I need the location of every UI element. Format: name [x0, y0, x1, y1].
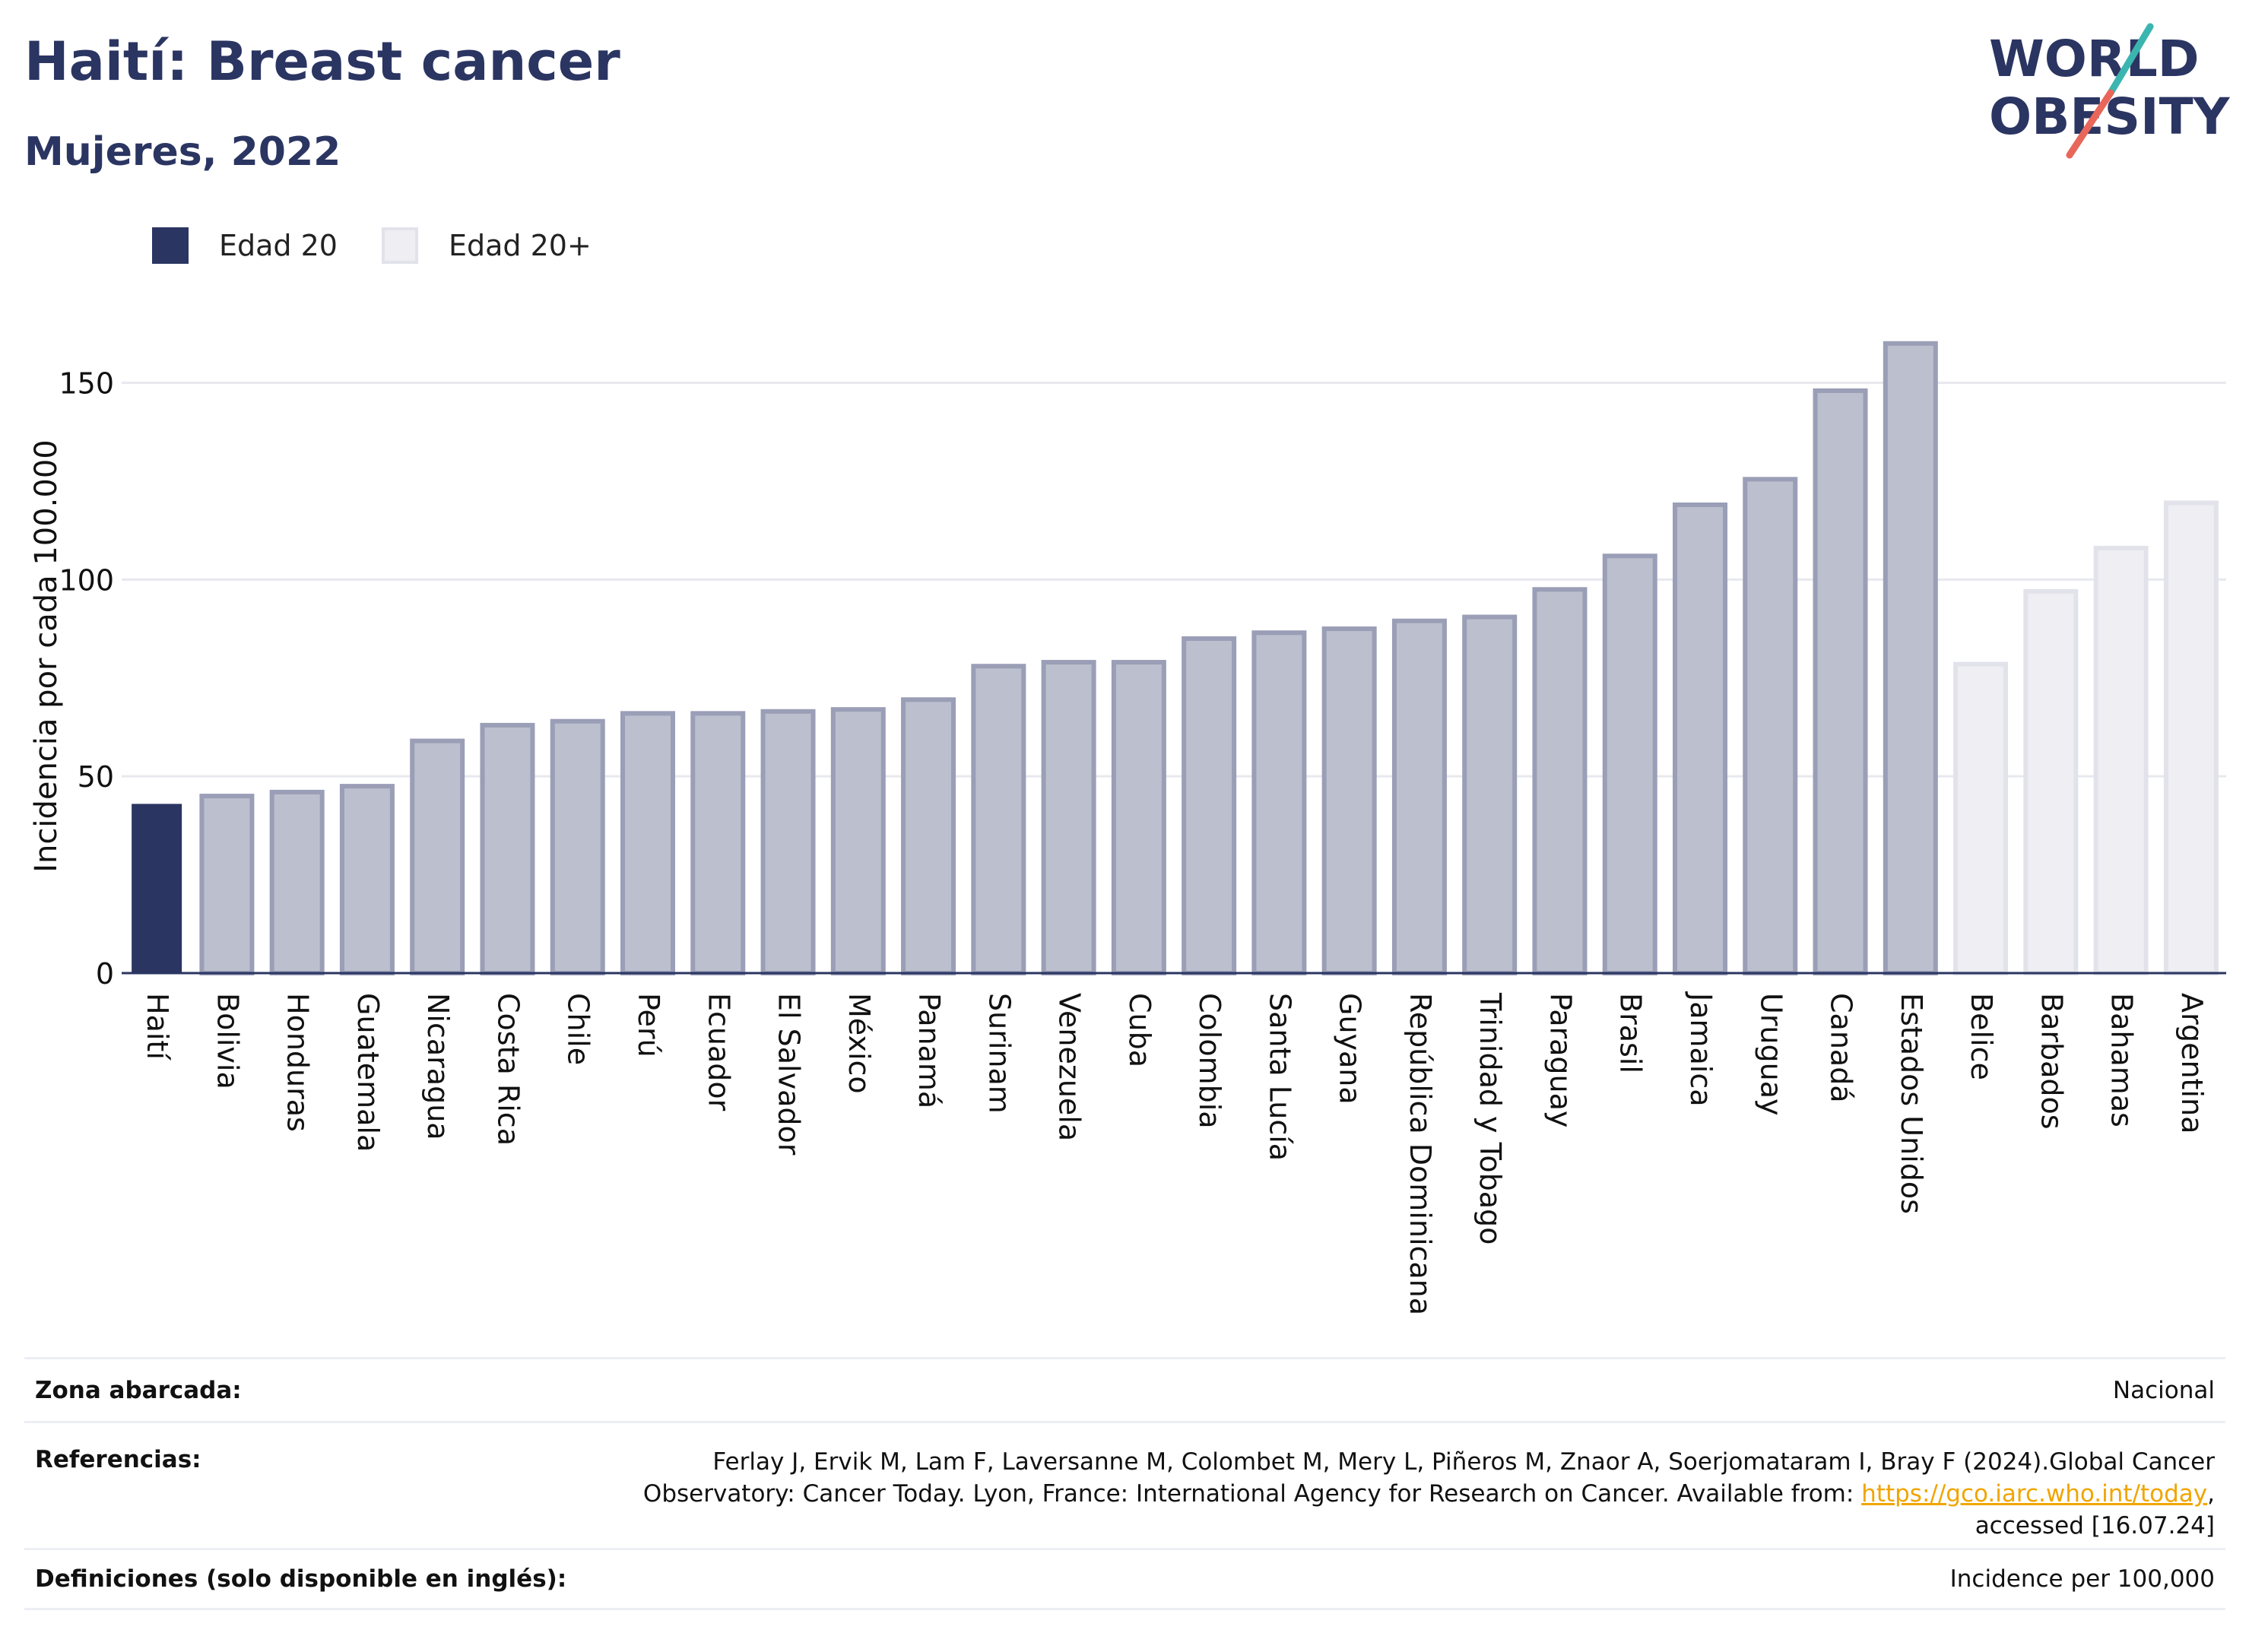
x-tick-label: Haití — [141, 993, 174, 1061]
info-value-definiciones: Incidence per 100,000 — [1949, 1565, 2215, 1593]
x-tick-label: Barbados — [2035, 993, 2068, 1130]
x-tick-label: Cuba — [1123, 993, 1156, 1067]
legend-swatch-edad20 — [152, 227, 189, 264]
gridlines — [122, 382, 2226, 778]
bar[interactable] — [1883, 341, 1938, 975]
y-tick-label: 50 — [78, 760, 114, 794]
bar[interactable] — [199, 794, 255, 976]
x-tick-label: Guyana — [1334, 993, 1367, 1105]
x-tick-label: Jamaica — [1684, 991, 1718, 1107]
bar[interactable] — [1182, 636, 1237, 975]
info-row-zona: Zona abarcada: Nacional — [24, 1357, 2225, 1421]
bar[interactable] — [1602, 553, 1657, 975]
info-label-zona: Zona abarcada: — [35, 1376, 242, 1404]
x-tick-label: El Salvador — [772, 993, 806, 1156]
legend: Edad 20 Edad 20+ — [152, 224, 636, 267]
bar-chart: 0 50 100 150 Haití Bolivia Honduras Guatemala Ni… — [29, 341, 2226, 1316]
bar[interactable] — [2023, 588, 2079, 975]
bar[interactable] — [1813, 388, 1868, 976]
x-tick-label: Uruguay — [1754, 993, 1787, 1116]
bar[interactable] — [1111, 660, 1166, 975]
bar[interactable] — [269, 789, 325, 975]
x-tick-label: Canadá — [1825, 993, 1858, 1103]
chart-title: Haití: Breast cancer — [24, 30, 620, 93]
bar[interactable] — [620, 711, 675, 976]
reference-text-4: accessed [16.07.24] — [1975, 1512, 2215, 1539]
y-tick-label: 0 — [96, 957, 114, 991]
bar[interactable] — [1041, 660, 1096, 975]
legend-label-edad20plus: Edad 20+ — [448, 229, 592, 262]
y-axis-label: Incidencia por cada 100.000 — [29, 439, 64, 873]
info-label-referencias: Referencias: — [35, 1446, 201, 1473]
y-tick-label: 150 — [59, 367, 114, 401]
bar[interactable] — [760, 709, 816, 975]
legend-item-edad20[interactable]: Edad 20 — [152, 227, 338, 264]
x-tick-label: Bolivia — [211, 993, 244, 1089]
bar[interactable] — [480, 722, 535, 975]
info-value-referencias: Ferlay J, Ervik M, Lam F, Laversanne M, … — [643, 1446, 2225, 1548]
x-tick-label: Guatemala — [351, 993, 385, 1152]
x-tick-label: Panamá — [912, 993, 946, 1108]
legend-item-edad20plus[interactable]: Edad 20+ — [381, 227, 592, 264]
bar[interactable] — [690, 711, 746, 976]
bar[interactable] — [1673, 503, 1727, 975]
x-tick-label: Chile — [562, 993, 595, 1065]
bar[interactable] — [1743, 477, 1798, 975]
bar[interactable] — [339, 784, 395, 976]
x-tick-label: Santa Lucía — [1263, 993, 1296, 1161]
bar[interactable] — [1391, 618, 1447, 975]
chart-subtitle: Mujeres, 2022 — [24, 129, 341, 175]
bar[interactable] — [1251, 630, 1307, 975]
bar[interactable] — [410, 738, 465, 976]
reference-text-3: , — [2207, 1480, 2215, 1508]
x-tick-label: Colombia — [1193, 993, 1226, 1129]
bar[interactable] — [1462, 614, 1518, 975]
info-value-zona: Nacional — [2112, 1376, 2215, 1404]
x-tick-label: Nicaragua — [421, 993, 455, 1140]
x-tick-label: Trinidad y Tobago — [1473, 992, 1507, 1245]
x-tick-label: Ecuador — [702, 993, 735, 1111]
x-tick-label: Surinam — [982, 993, 1016, 1114]
x-tick-label: Venezuela — [1053, 993, 1086, 1141]
reference-link[interactable]: https://gco.iarc.who.int/today — [1861, 1480, 2208, 1508]
x-tick-label: Estados Unidos — [1895, 993, 1928, 1214]
bar[interactable] — [1953, 661, 2009, 975]
x-tick-label: Perú — [632, 993, 665, 1057]
legend-label-edad20: Edad 20 — [219, 229, 338, 262]
info-label-definiciones: Definiciones (solo disponible en inglés)… — [35, 1565, 567, 1593]
world-obesity-logo: WORLD OBESITY — [1989, 23, 2231, 159]
bar[interactable] — [2163, 500, 2219, 976]
tick-labels: 0 50 100 150 Haití Bolivia Honduras Guatemala Ni… — [59, 367, 2208, 1316]
bar[interactable] — [550, 718, 605, 975]
logo-slash-teal — [2107, 23, 2154, 97]
info-row-definiciones: Definiciones (solo disponible en inglés)… — [24, 1548, 2225, 1610]
x-tick-label: Honduras — [281, 993, 315, 1132]
reference-text-1: Ferlay J, Ervik M, Lam F, Laversanne M, … — [712, 1448, 2215, 1476]
x-tick-label: Argentina — [2175, 993, 2209, 1134]
legend-swatch-edad20plus — [381, 227, 418, 264]
logo-slash-red — [2066, 89, 2114, 159]
info-row-referencias: Referencias: Ferlay J, Ervik M, Lam F, L… — [24, 1421, 2225, 1548]
bar[interactable] — [901, 697, 956, 975]
info-table: Zona abarcada: Nacional Referencias: Fer… — [24, 1357, 2225, 1610]
x-tick-label: Costa Rica — [491, 993, 525, 1146]
bar[interactable] — [830, 707, 886, 975]
bars — [132, 341, 2219, 976]
bar[interactable] — [971, 664, 1026, 975]
logo-line1: WORLD — [1989, 30, 2200, 88]
x-tick-label: República Dominicana — [1404, 993, 1437, 1315]
x-tick-label: México — [842, 993, 876, 1094]
bar[interactable] — [1532, 587, 1588, 975]
bar[interactable] — [1321, 626, 1377, 975]
bar[interactable] — [2093, 545, 2149, 975]
x-tick-label: Belice — [1965, 993, 1998, 1080]
bar[interactable] — [132, 804, 182, 973]
x-tick-label: Brasil — [1614, 993, 1648, 1073]
reference-text-2: Observatory: Cancer Today. Lyon, France:… — [642, 1480, 1862, 1508]
y-tick-label: 100 — [59, 563, 114, 597]
x-tick-label: Bahamas — [2105, 993, 2139, 1127]
x-tick-label: Paraguay — [1543, 993, 1577, 1127]
